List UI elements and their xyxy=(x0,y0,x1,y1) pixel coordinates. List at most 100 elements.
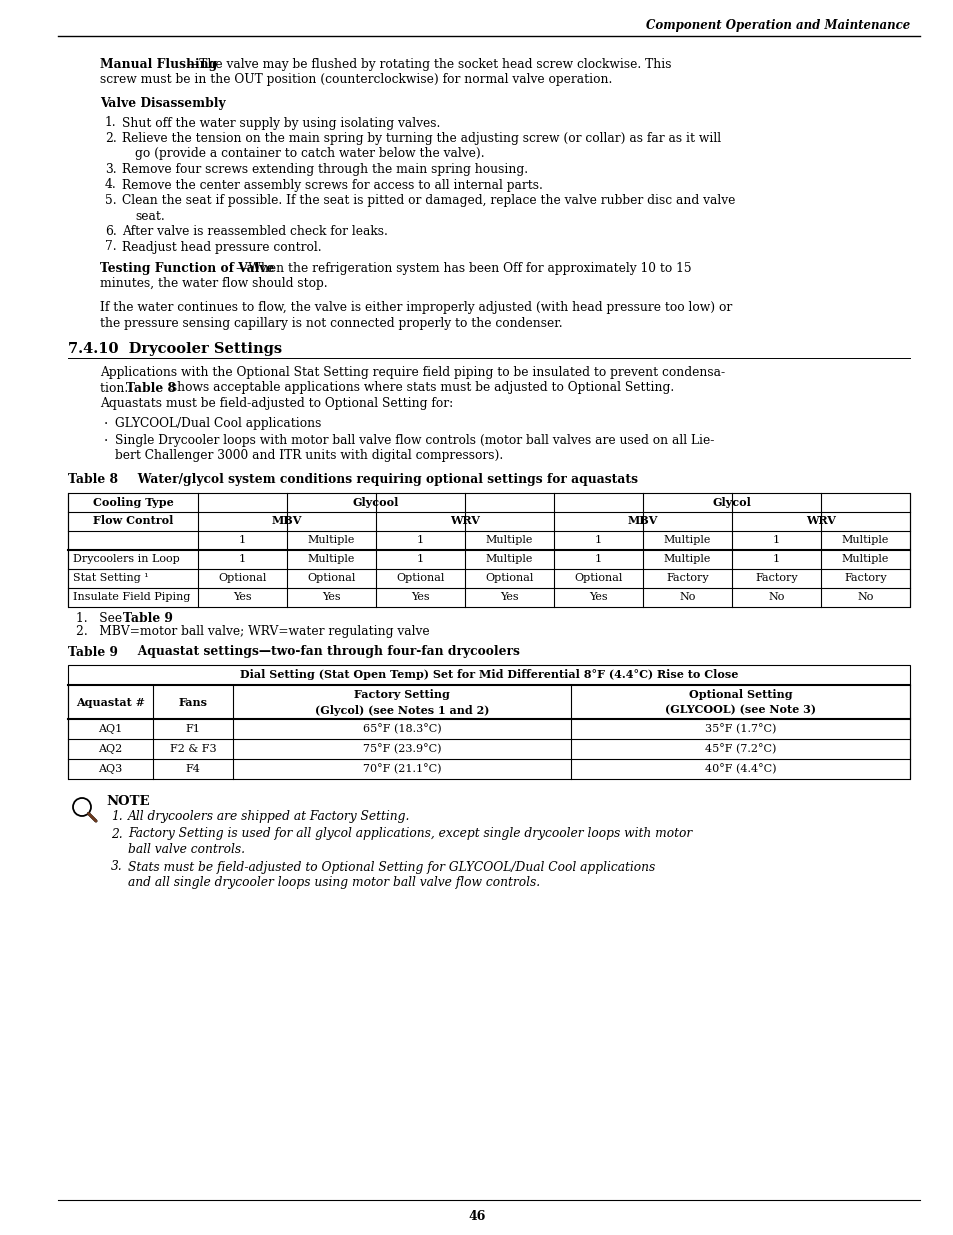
Text: 1: 1 xyxy=(595,555,601,564)
Text: Multiple: Multiple xyxy=(308,535,355,545)
Text: .: . xyxy=(164,613,168,625)
Text: Glycool: Glycool xyxy=(353,496,398,508)
Text: Multiple: Multiple xyxy=(485,535,533,545)
Text: 2.: 2. xyxy=(111,827,123,841)
Bar xyxy=(68,664,909,779)
Text: F4: F4 xyxy=(186,764,200,774)
Text: No: No xyxy=(857,592,873,601)
Text: 40°F (4.4°C): 40°F (4.4°C) xyxy=(704,763,776,774)
Text: F2 & F3: F2 & F3 xyxy=(170,743,216,755)
Text: Optional: Optional xyxy=(218,573,267,583)
Text: Aquastat settings—two-fan through four-fan drycoolers: Aquastat settings—two-fan through four-f… xyxy=(125,646,519,658)
Text: Clean the seat if possible. If the seat is pitted or damaged, replace the valve : Clean the seat if possible. If the seat … xyxy=(122,194,735,207)
Text: 2.: 2. xyxy=(105,132,116,144)
Text: Remove the center assembly screws for access to all internal parts.: Remove the center assembly screws for ac… xyxy=(122,179,542,191)
Text: If the water continues to flow, the valve is either improperly adjusted (with he: If the water continues to flow, the valv… xyxy=(100,301,732,314)
Text: Table 8: Table 8 xyxy=(126,382,175,394)
Text: Optional: Optional xyxy=(395,573,444,583)
Text: Remove four screws extending through the main spring housing.: Remove four screws extending through the… xyxy=(122,163,528,177)
Text: 1: 1 xyxy=(416,555,424,564)
Text: —The valve may be flushed by rotating the socket head screw clockwise. This: —The valve may be flushed by rotating th… xyxy=(187,58,671,70)
Text: Factory Setting is used for all glycol applications, except single drycooler loo: Factory Setting is used for all glycol a… xyxy=(128,827,692,841)
Text: Multiple: Multiple xyxy=(841,535,888,545)
Text: 7.4.10  Drycooler Settings: 7.4.10 Drycooler Settings xyxy=(68,342,282,356)
Text: Multiple: Multiple xyxy=(663,555,710,564)
Text: Applications with the Optional Stat Setting require field piping to be insulated: Applications with the Optional Stat Sett… xyxy=(100,366,724,379)
Text: 35°F (1.7°C): 35°F (1.7°C) xyxy=(704,724,776,735)
Text: NOTE: NOTE xyxy=(106,795,150,808)
Text: Readjust head pressure control.: Readjust head pressure control. xyxy=(122,241,321,253)
Text: Water/glycol system conditions requiring optional settings for aquastats: Water/glycol system conditions requiring… xyxy=(125,473,638,487)
Text: 45°F (7.2°C): 45°F (7.2°C) xyxy=(704,743,776,755)
Text: Factory Setting: Factory Setting xyxy=(354,688,450,699)
Text: (Glycol) (see Notes 1 and 2): (Glycol) (see Notes 1 and 2) xyxy=(314,704,489,715)
Text: 5.: 5. xyxy=(105,194,116,207)
Text: Manual Flushing: Manual Flushing xyxy=(100,58,217,70)
Text: ·: · xyxy=(104,416,109,431)
Text: 1: 1 xyxy=(416,535,424,545)
Text: Stats must be field-adjusted to Optional Setting for GLYCOOL/Dual Cool applicati: Stats must be field-adjusted to Optional… xyxy=(128,861,655,873)
Text: After valve is reassembled check for leaks.: After valve is reassembled check for lea… xyxy=(122,225,388,238)
Text: Table 9: Table 9 xyxy=(123,613,172,625)
Text: MBV: MBV xyxy=(272,515,302,526)
Text: Multiple: Multiple xyxy=(308,555,355,564)
Text: Component Operation and Maintenance: Component Operation and Maintenance xyxy=(645,20,909,32)
Text: Optional Setting: Optional Setting xyxy=(688,688,792,699)
Text: Cooling Type: Cooling Type xyxy=(92,496,173,508)
Text: Aquastat #: Aquastat # xyxy=(76,697,145,708)
Text: 1: 1 xyxy=(238,555,246,564)
Text: seat.: seat. xyxy=(135,210,165,222)
Text: Table 8: Table 8 xyxy=(68,473,118,487)
Text: 65°F (18.3°C): 65°F (18.3°C) xyxy=(362,724,441,735)
Text: 3.: 3. xyxy=(111,861,123,873)
Text: WRV: WRV xyxy=(805,515,835,526)
Text: Yes: Yes xyxy=(411,592,430,601)
Text: No: No xyxy=(679,592,695,601)
Text: shows acceptable applications where stats must be adjusted to Optional Setting.: shows acceptable applications where stat… xyxy=(167,382,674,394)
Text: Stat Setting ¹: Stat Setting ¹ xyxy=(73,573,149,583)
Text: 1.: 1. xyxy=(105,116,116,130)
Text: Multiple: Multiple xyxy=(841,555,888,564)
Text: Optional: Optional xyxy=(307,573,355,583)
Text: Optional: Optional xyxy=(574,573,622,583)
Text: 2.   MBV=motor ball valve; WRV=water regulating valve: 2. MBV=motor ball valve; WRV=water regul… xyxy=(76,625,429,638)
Text: minutes, the water flow should stop.: minutes, the water flow should stop. xyxy=(100,278,327,290)
Text: AQ3: AQ3 xyxy=(98,764,123,774)
Text: Single Drycooler loops with motor ball valve flow controls (motor ball valves ar: Single Drycooler loops with motor ball v… xyxy=(115,433,714,447)
Text: (GLYCOOL) (see Note 3): (GLYCOOL) (see Note 3) xyxy=(664,704,816,715)
Text: 46: 46 xyxy=(468,1210,485,1224)
Text: Factory: Factory xyxy=(843,573,886,583)
Text: F1: F1 xyxy=(186,724,200,734)
Text: Yes: Yes xyxy=(233,592,252,601)
Text: Aquastats must be field-adjusted to Optional Setting for:: Aquastats must be field-adjusted to Opti… xyxy=(100,396,453,410)
Text: Optional: Optional xyxy=(485,573,533,583)
Text: AQ1: AQ1 xyxy=(98,724,123,734)
Text: 4.: 4. xyxy=(105,179,116,191)
Text: 75°F (23.9°C): 75°F (23.9°C) xyxy=(363,743,441,755)
Text: Dial Setting (Stat Open Temp) Set for Mid Differential 8°F (4.4°C) Rise to Close: Dial Setting (Stat Open Temp) Set for Mi… xyxy=(239,669,738,680)
Text: bert Challenger 3000 and ITR units with digital compressors).: bert Challenger 3000 and ITR units with … xyxy=(115,450,503,462)
Text: Testing Function of Valve: Testing Function of Valve xyxy=(100,262,274,275)
Circle shape xyxy=(75,800,89,814)
Text: Glycol: Glycol xyxy=(712,496,751,508)
Bar xyxy=(68,493,909,606)
Text: 1.   See: 1. See xyxy=(76,613,126,625)
Text: 1.: 1. xyxy=(111,810,123,823)
Text: Yes: Yes xyxy=(499,592,518,601)
Text: WRV: WRV xyxy=(450,515,479,526)
Text: 1: 1 xyxy=(595,535,601,545)
Text: Relieve the tension on the main spring by turning the adjusting screw (or collar: Relieve the tension on the main spring b… xyxy=(122,132,720,144)
Text: 1: 1 xyxy=(238,535,246,545)
Text: Yes: Yes xyxy=(589,592,607,601)
Text: Multiple: Multiple xyxy=(485,555,533,564)
Text: Factory: Factory xyxy=(665,573,708,583)
Text: Multiple: Multiple xyxy=(663,535,710,545)
Text: 7.: 7. xyxy=(105,241,116,253)
Text: —When the refrigeration system has been Off for approximately 10 to 15: —When the refrigeration system has been … xyxy=(235,262,691,275)
Text: All drycoolers are shipped at Factory Setting.: All drycoolers are shipped at Factory Se… xyxy=(128,810,410,823)
Text: GLYCOOL/Dual Cool applications: GLYCOOL/Dual Cool applications xyxy=(115,416,321,430)
Text: 70°F (21.1°C): 70°F (21.1°C) xyxy=(363,763,441,774)
Text: Shut off the water supply by using isolating valves.: Shut off the water supply by using isola… xyxy=(122,116,440,130)
Text: 6.: 6. xyxy=(105,225,116,238)
Text: Valve Disassembly: Valve Disassembly xyxy=(100,98,226,110)
